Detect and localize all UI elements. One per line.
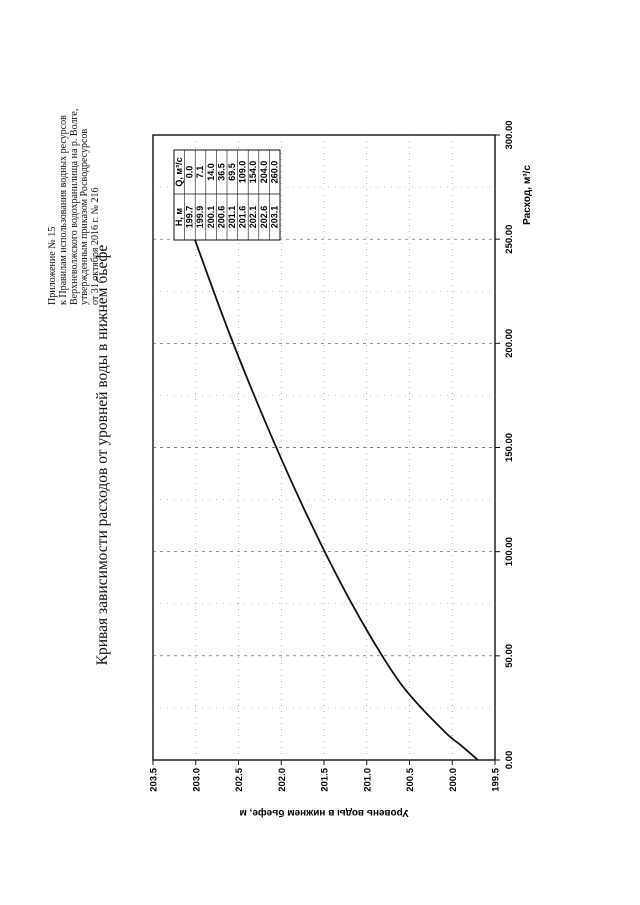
table-header-cell: Н, м (174, 208, 184, 227)
table-cell: 0.0 (185, 166, 195, 179)
table-cell: 199.7 (185, 206, 195, 229)
y-tick-label: 203.5 (149, 767, 160, 791)
table-cell: 109.0 (238, 161, 248, 184)
table-cell: 199.9 (195, 206, 205, 229)
x-tick-label: 50.00 (504, 644, 515, 668)
y-tick-label: 201.5 (320, 767, 331, 791)
y-tick-label: 202.5 (234, 767, 245, 791)
table-cell: 260.0 (269, 161, 279, 184)
y-tick-label: 199.5 (491, 767, 502, 791)
table-cell: 200.6 (216, 206, 226, 229)
y-tick-label: 200.5 (405, 767, 416, 791)
x-tick-label: 250.00 (504, 225, 515, 254)
rating-curve-line (186, 217, 479, 761)
table-cell: 7.1 (195, 166, 205, 179)
x-tick-label: 0.00 (504, 751, 515, 770)
table-cell: 201.1 (227, 206, 237, 229)
table-header-cell: Q, м³/с (174, 157, 184, 186)
table-cell: 36.5 (216, 163, 226, 181)
y-tick-label: 201.0 (362, 768, 373, 792)
table-cell: 154.0 (248, 161, 258, 184)
y-axis-label: Уровень воды в нижнем бьефе, м (239, 807, 408, 819)
y-tick-label: 200.0 (448, 768, 459, 792)
x-tick-label: 100.00 (504, 537, 515, 566)
table-cell: 69.5 (227, 163, 237, 181)
table-cell: 204.0 (259, 161, 269, 184)
x-tick-label: 150.00 (504, 433, 515, 462)
table-cell: 201.6 (238, 206, 248, 229)
x-tick-label: 300.00 (504, 120, 515, 149)
table-cell: 200.1 (206, 206, 216, 229)
table-cell: 203.1 (269, 206, 279, 229)
x-tick-label: 200.00 (504, 329, 515, 358)
table-cell: 202.1 (248, 206, 258, 229)
x-axis-label: Расход, м³/с (522, 165, 533, 225)
table-cell: 202.6 (259, 206, 269, 229)
table-cell: 14.0 (206, 163, 216, 181)
y-tick-label: 202.0 (277, 768, 288, 792)
y-tick-label: 203.0 (191, 768, 202, 792)
